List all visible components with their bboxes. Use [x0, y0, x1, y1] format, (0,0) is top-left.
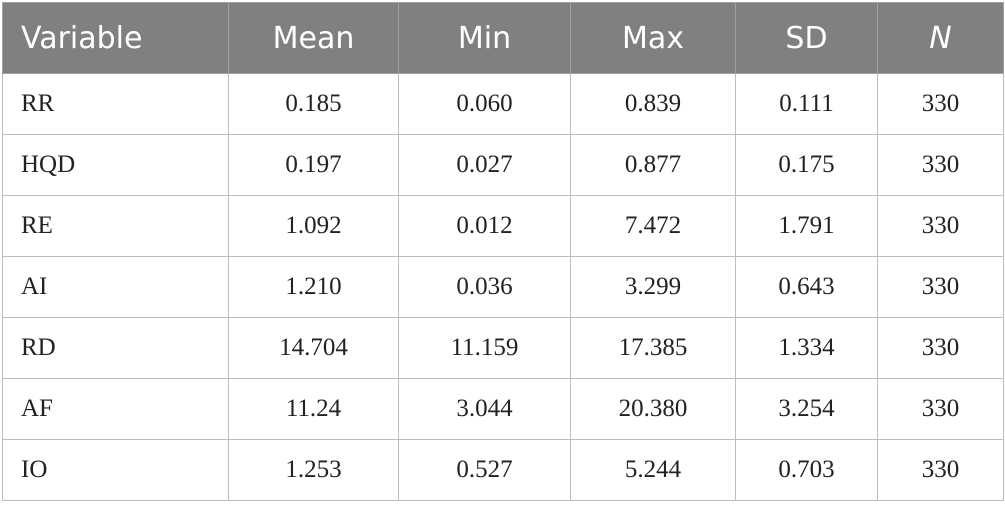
table-cell: 330	[877, 73, 1004, 135]
table-cell: 330	[877, 317, 1004, 379]
table-cell: 1.092	[228, 195, 399, 257]
table-cell: 0.111	[735, 73, 878, 135]
table-row: HQD 0.197 0.027 0.877 0.175 330	[2, 134, 1004, 196]
table-row: RD 14.704 11.159 17.385 1.334 330	[2, 317, 1004, 379]
table-cell: RD	[2, 317, 229, 379]
table-cell: 1.210	[228, 256, 399, 318]
table-row: RR 0.185 0.060 0.839 0.111 330	[2, 73, 1004, 135]
table-cell: 0.703	[735, 439, 878, 501]
table-cell: HQD	[2, 134, 229, 196]
table-cell: 0.060	[398, 73, 571, 135]
table-cell: 330	[877, 134, 1004, 196]
header-cell: SD	[735, 2, 878, 74]
table-body: RR 0.185 0.060 0.839 0.111 330 HQD 0.197 0.027 0.…	[2, 73, 1004, 501]
header-row: Variable Mean Min Max SD N	[2, 2, 1004, 74]
table-cell: 3.044	[398, 378, 571, 440]
header-cell: Mean	[228, 2, 399, 74]
table-cell: 11.159	[398, 317, 571, 379]
table-cell: 0.036	[398, 256, 571, 318]
table-cell: 1.791	[735, 195, 878, 257]
table-cell: 0.643	[735, 256, 878, 318]
table-cell: 0.012	[398, 195, 571, 257]
table-cell: 0.839	[570, 73, 736, 135]
stats-table: Variable Mean Min Max SD N RR 0.185 0.060 0.839 0…	[2, 2, 1004, 501]
table-cell: 17.385	[570, 317, 736, 379]
table-cell: 1.334	[735, 317, 878, 379]
table-cell: 3.299	[570, 256, 736, 318]
table-cell: 0.877	[570, 134, 736, 196]
table-cell: 1.253	[228, 439, 399, 501]
table-cell: 14.704	[228, 317, 399, 379]
table-cell: 330	[877, 256, 1004, 318]
header-cell: N	[877, 2, 1004, 74]
table-cell: 0.527	[398, 439, 571, 501]
table-cell: RE	[2, 195, 229, 257]
table-cell: 11.24	[228, 378, 399, 440]
table-cell: 330	[877, 439, 1004, 501]
table-cell: 330	[877, 378, 1004, 440]
table-cell: 3.254	[735, 378, 878, 440]
table-cell: RR	[2, 73, 229, 135]
table-cell: 0.175	[735, 134, 878, 196]
table-cell: 5.244	[570, 439, 736, 501]
table-cell: AI	[2, 256, 229, 318]
table-cell: AF	[2, 378, 229, 440]
table-cell: IO	[2, 439, 229, 501]
table-row: RE 1.092 0.012 7.472 1.791 330	[2, 195, 1004, 257]
table-cell: 20.380	[570, 378, 736, 440]
table-cell: 0.027	[398, 134, 571, 196]
header-cell: Min	[398, 2, 571, 74]
table-row: IO 1.253 0.527 5.244 0.703 330	[2, 439, 1004, 501]
table-row: AF 11.24 3.044 20.380 3.254 330	[2, 378, 1004, 440]
table-cell: 7.472	[570, 195, 736, 257]
header-cell: Max	[570, 2, 736, 74]
table-cell: 0.185	[228, 73, 399, 135]
table-row: AI 1.210 0.036 3.299 0.643 330	[2, 256, 1004, 318]
table-cell: 330	[877, 195, 1004, 257]
table-cell: 0.197	[228, 134, 399, 196]
table-header: Variable Mean Min Max SD N	[2, 2, 1004, 74]
header-cell: Variable	[2, 2, 229, 74]
